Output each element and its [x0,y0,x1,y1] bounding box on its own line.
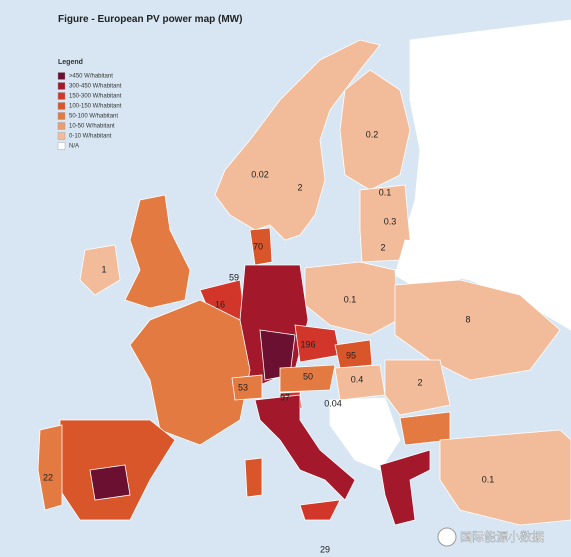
legend: >450 W/habitant 300-450 W/habitant 150-300… [57,72,122,150]
legend-label: 300-450 W/habitant [69,84,122,90]
watermark-text: 国际能源小数据 [460,529,544,544]
legend-swatch [57,72,66,80]
balkans [329,397,401,471]
legend-label: >450 W/habitant [69,74,113,80]
watermark: 国际能源小数据 [437,527,544,547]
sardinia [244,457,263,498]
region-label: 70 [253,241,263,251]
watermark-icon [437,527,457,547]
region-label: 2 [417,377,422,387]
legend-label: 50-100 W/habitant [69,114,118,120]
denmark [249,227,273,266]
region-label: 50 [303,371,313,381]
legend-label: 100-150 W/habitant [69,104,122,110]
legend-label: 150-300 W/habitant [69,94,122,100]
legend-swatch [57,112,66,120]
region-label: 95 [346,350,356,360]
ukraine [394,279,561,381]
region-label: 0.3 [384,216,397,226]
region-label: 22 [43,472,53,482]
region-label: 8 [465,314,470,324]
region-label: 0.1 [379,187,392,197]
legend-title: Legend [58,59,83,66]
legend-swatch [57,142,66,150]
region-label: 196 [300,339,315,349]
austria [279,364,336,393]
region-label: 2 [380,242,385,252]
region-label: 29 [320,544,330,554]
legend-swatch [57,122,66,130]
title: Figure - European PV power map (MW) [58,14,242,25]
finland [339,69,411,191]
italy [254,394,356,501]
region-label: 97 [280,392,290,402]
region-label: 0.4 [351,374,364,384]
legend-label: 0-10 W/habitant [69,134,112,140]
turkey [439,429,571,526]
region-label: 0.1 [344,294,357,304]
sicily [299,499,341,521]
legend-swatch [57,102,66,110]
uk [124,194,191,309]
legend-swatch [57,132,66,140]
region-label: 2 [297,182,302,192]
region-label: 59 [229,272,239,282]
greece [379,449,431,526]
france [129,299,251,446]
region-label: 53 [238,382,248,392]
switzerland [231,374,263,401]
region-label: 0.2 [366,129,379,139]
region-label: 16 [215,299,225,309]
legend-label: N/A [69,144,79,150]
legend-swatch [57,92,66,100]
region-label: 0.1 [482,474,495,484]
legend-label: 10-50 W/habitant [69,124,115,130]
land [37,19,571,526]
region-label: 0.04 [324,398,342,408]
legend-swatch [57,82,66,90]
ireland [79,244,121,296]
romania [384,359,451,416]
portugal [37,424,63,511]
poland [304,261,399,336]
castilla [89,464,131,501]
region-label: 0.02 [251,169,269,179]
region-label: 1 [101,264,106,274]
slovakia [334,339,373,369]
